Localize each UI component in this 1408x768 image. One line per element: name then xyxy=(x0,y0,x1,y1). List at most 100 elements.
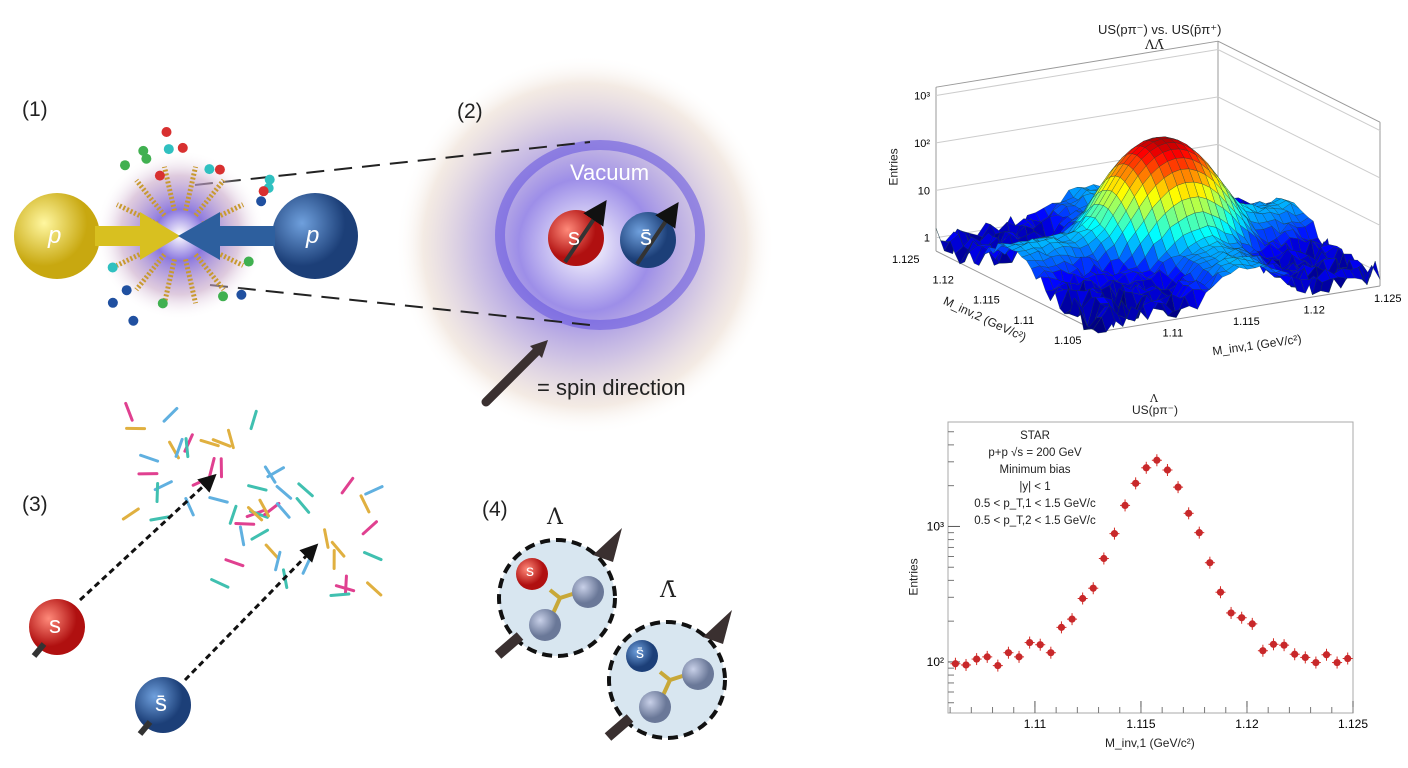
anti-strange-quark xyxy=(135,677,191,733)
surface-title-top: ΛΛ̄ xyxy=(1145,38,1164,53)
y-tick-label: 10³ xyxy=(927,519,944,533)
x-tick-label: 1.12 xyxy=(1235,717,1259,731)
gluon xyxy=(115,202,159,227)
antiquark-label: s̄ xyxy=(640,224,652,251)
data-point xyxy=(973,655,981,663)
particle xyxy=(107,262,118,273)
spin-arrow-icon xyxy=(635,202,679,266)
particle xyxy=(243,256,254,267)
jet-fragment xyxy=(340,476,355,495)
jet-fragment xyxy=(297,482,314,498)
gluon xyxy=(193,178,226,218)
panel-3-label: (3) xyxy=(22,493,48,516)
surface-ytick: 1.105 xyxy=(1054,335,1082,347)
data-point xyxy=(1142,464,1150,472)
surface-box-edge xyxy=(935,40,1219,88)
data-point xyxy=(1291,650,1299,658)
data-point xyxy=(1026,638,1034,647)
spin-arrow-icon xyxy=(593,528,622,562)
jet-fragment xyxy=(208,457,216,478)
jet-fragment xyxy=(264,543,280,560)
data-point xyxy=(1259,647,1267,655)
gluon xyxy=(134,178,167,218)
data-point xyxy=(1089,584,1097,592)
illustration xyxy=(14,55,775,741)
jet-fragment xyxy=(263,465,277,484)
surface-gridline xyxy=(935,49,1381,131)
data-point xyxy=(1333,658,1341,667)
vacuum-ring xyxy=(495,140,705,330)
jet-fragment xyxy=(234,521,256,526)
data-point xyxy=(1248,620,1256,628)
spectrum-title-top: Λ xyxy=(1150,392,1158,405)
proton-right xyxy=(272,193,358,279)
jet-fragment xyxy=(247,484,268,492)
particle xyxy=(138,145,149,156)
quark-label: s xyxy=(49,612,61,639)
data-point xyxy=(1036,641,1044,649)
data-point xyxy=(962,661,970,669)
surface-ztick: 10 xyxy=(918,185,930,197)
particle xyxy=(214,164,225,175)
particle xyxy=(256,196,267,207)
surface-xtick: 1.12 xyxy=(1304,305,1325,317)
jet-fragment xyxy=(274,550,282,572)
particle xyxy=(264,174,275,185)
surface-ztick: 1 xyxy=(924,233,930,245)
quark-label: s xyxy=(526,563,534,580)
annotation-line: STAR xyxy=(1020,430,1050,442)
gluon xyxy=(193,252,226,292)
proton-right-label: p xyxy=(306,222,320,249)
lambda-baryon xyxy=(494,528,622,659)
jet-fragment xyxy=(246,506,264,522)
gluon xyxy=(183,166,199,212)
data-point xyxy=(1312,658,1320,667)
particle xyxy=(163,144,174,155)
annotation-line: 0.5 < p_T,1 < 1.5 GeV/c xyxy=(974,498,1096,510)
particle xyxy=(107,297,118,308)
jet-fragment xyxy=(211,438,232,448)
data-point xyxy=(1047,649,1055,657)
data-point xyxy=(1322,651,1331,659)
spectrum-xlabel: M_inv,1 (GeV/c²) xyxy=(1105,736,1195,750)
particle xyxy=(121,285,132,296)
gluon xyxy=(161,166,177,212)
proton-left xyxy=(14,193,100,279)
surface-gridline xyxy=(935,96,1381,179)
jet-fragment xyxy=(275,485,293,500)
annotation-line: 0.5 < p_T,2 < 1.5 GeV/c xyxy=(974,515,1096,527)
jet-fragment xyxy=(210,578,230,589)
antiquark-label: s̄ xyxy=(636,645,644,662)
gluon xyxy=(115,243,159,268)
jet-fragment xyxy=(174,437,184,458)
data-point xyxy=(1227,609,1235,617)
data-point xyxy=(1238,614,1246,622)
data-point xyxy=(1153,456,1161,464)
surface-ztick: 10² xyxy=(914,138,930,150)
antilambda-label: Λ̄ xyxy=(660,578,676,603)
surface-box-edge xyxy=(1217,40,1381,123)
x-tick-label: 1.115 xyxy=(1126,717,1155,731)
jet-fragment xyxy=(361,520,378,536)
strange-quark xyxy=(29,599,85,655)
gluon xyxy=(183,258,199,304)
particle xyxy=(157,298,168,309)
surface-ytick: 1.115 xyxy=(973,295,1000,307)
data-point xyxy=(1206,559,1214,567)
arrow-left-icon xyxy=(178,212,275,260)
data-point xyxy=(983,653,991,661)
gluon xyxy=(161,258,177,304)
data-point xyxy=(1068,615,1076,623)
particle xyxy=(154,170,165,181)
data-point xyxy=(1110,530,1119,538)
particle xyxy=(236,289,247,300)
data-point xyxy=(1057,623,1066,631)
panel-2-label: (2) xyxy=(457,100,483,123)
spin-legend-arrow-icon xyxy=(481,343,545,407)
annotation-line: p+p √s = 200 GeV xyxy=(988,447,1082,459)
data-point xyxy=(1216,588,1225,596)
particle xyxy=(119,160,130,171)
jet-fragment xyxy=(162,406,179,423)
x-tick-label: 1.125 xyxy=(1338,717,1368,731)
